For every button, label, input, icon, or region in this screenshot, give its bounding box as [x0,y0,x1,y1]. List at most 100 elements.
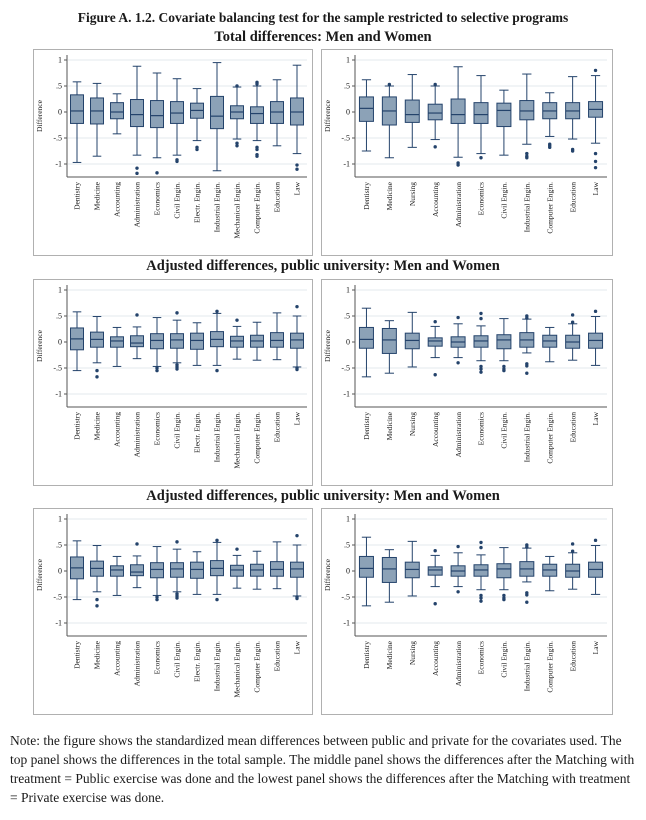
outlier-dot [593,159,598,164]
outlier-dot [235,84,239,88]
subtitle-total-differences: Total differences: Men and Women [214,28,432,45]
x-category-label: Administration [133,182,142,228]
box [404,99,420,124]
x-category-label: Education [568,641,577,672]
outlier-dot [295,167,299,172]
box-group: Computer Engin. [542,555,558,693]
box [473,102,489,125]
outlier-dot [456,163,460,168]
x-category-label: Economics [153,412,162,445]
outlier-dot [433,372,437,377]
x-category-label: Industrial Engin. [213,641,222,692]
x-category-label: Dentistry [362,411,371,439]
x-category-label: Dentistry [73,182,82,210]
y-tick-label: -1 [343,160,350,169]
outlier-dot [525,371,529,375]
box [110,102,124,120]
panel-border [321,49,613,257]
x-category-label: Medicine [385,640,394,669]
outlier-dot [135,166,139,171]
outlier-dot [570,542,575,546]
outlier-dot [155,171,159,175]
box [230,335,244,348]
x-category-label: Economics [477,641,486,674]
box-group: Nursing [404,540,420,665]
box-group: Industrial Engin. [519,73,535,233]
figure-title: Figure A. 1.2. Covariate balancing test … [77,10,569,25]
outlier-dot [433,602,437,606]
x-category-label: Economics [477,182,486,215]
x-category-label: Administration [454,641,463,687]
outlier-dot [479,370,483,374]
x-category-label: Administration [133,411,142,457]
x-category-label: Civil Engin. [173,412,182,449]
x-category-label: Medicine [93,640,102,669]
x-category-label: Nursing [408,182,417,206]
x-category-label: Education [568,411,577,442]
x-category-label: Accounting [113,182,122,217]
y-tick-label: .5 [344,311,350,320]
boxplot-svg: 1 .5 0 -.5 -1 Difference Dentistry Medicine Nurs… [321,49,613,257]
box [190,332,204,350]
box-group: Nursing [404,74,420,206]
box [130,334,144,347]
x-category-label: Dentistry [362,641,371,669]
outlier-dot [235,318,239,322]
box-group: Medicine [381,83,397,211]
box [381,327,397,354]
x-category-label: Accounting [113,411,122,446]
outlier-dot [570,312,575,317]
x-category-label: Accounting [431,411,440,446]
outlier-dot [502,597,506,602]
outlier-dot [295,304,299,308]
outlier-dot [95,597,99,602]
box [210,96,224,130]
outlier-dot [387,83,392,87]
outlier-dot [479,596,483,600]
panel-row-bottom: 1 .5 0 -.5 -1 Difference Dentistry Medicine Acco… [0,508,646,716]
box-group: Accounting [427,83,443,217]
y-tick-label: -1 [343,389,350,398]
box-group: Economics [150,546,164,674]
outlier-dot [593,68,598,73]
outlier-dot [175,159,179,164]
box-group: Civil Engin. [170,310,184,449]
outlier-dot [215,309,219,313]
box-group: Civil Engin. [496,317,512,448]
panel-row-top: 1 .5 0 -.5 -1 Difference Dentistry Medicine Acco… [0,49,646,257]
box-group: Law [588,538,604,654]
panel-border [33,278,313,486]
outlier-dot [525,152,529,156]
subtitle-adjusted-bottom: Adjusted differences, public university:… [146,487,500,504]
box [250,106,264,125]
outlier-dot [433,549,437,553]
x-category-label: Dentistry [362,182,371,210]
box-group: Economics [473,311,489,445]
outlier-dot [295,596,299,601]
x-category-label: Computer Engin. [253,412,262,464]
outlier-dot [502,368,506,372]
box [130,99,144,128]
box-group: Dentistry [70,540,84,669]
box-group: Computer Engin. [542,326,558,464]
box-group: Computer Engin. [250,550,264,693]
outlier-dot [175,310,179,315]
box [427,103,443,121]
outlier-dot [95,604,99,608]
panel-border [321,278,613,486]
box-group: Law [290,64,304,196]
x-category-label: Law [293,640,302,654]
x-category-label: Computer Engin. [545,412,554,464]
y-axis-title: Difference [323,329,332,362]
y-axis-title: Difference [35,558,44,591]
box-group: Education [565,312,581,442]
x-category-label: Industrial Engin. [213,412,222,463]
box [496,102,512,128]
outlier-dot [295,163,299,168]
outlier-dot [295,533,299,538]
panel-border [33,49,313,257]
x-category-label: Civil Engin. [173,641,182,678]
x-category-label: Dentistry [73,641,82,669]
box-group: Education [270,541,284,671]
box-group: Mechanical Engin. [230,84,244,239]
